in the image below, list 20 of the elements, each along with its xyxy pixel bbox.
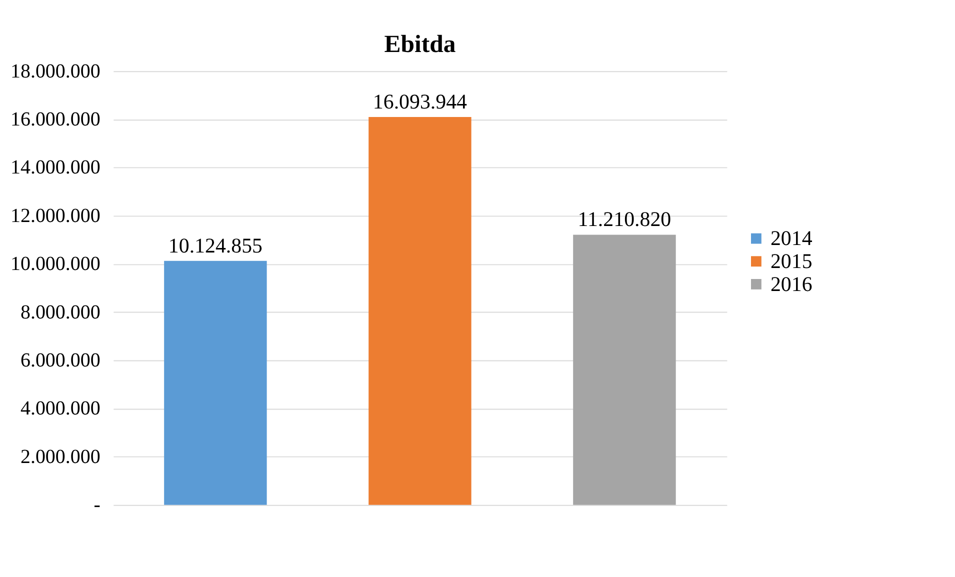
y-tick-label: 14.000.000 [10,156,100,179]
data-label: 10.124.855 [168,233,262,258]
y-tick-label: 16.000.000 [10,108,100,131]
data-label: 16.093.944 [372,89,468,114]
legend-label: 2014 [770,226,813,250]
bar [368,117,472,505]
chart-title: Ebitda [384,31,456,58]
y-tick-label: - [94,494,100,516]
y-tick-label: 12.000.000 [10,204,100,227]
bar [573,234,676,505]
legend-label: 2016 [770,272,812,296]
y-tick-label: 2.000.000 [20,446,100,468]
y-tick-label: 6.000.000 [20,349,100,372]
y-tick-label: 8.000.000 [20,301,100,324]
y-tick-label: 10.000.000 [10,253,100,276]
legend-label: 2015 [770,249,812,274]
y-tick-label: 4.000.000 [20,398,100,420]
y-tick-label: 18.000.000 [10,60,100,82]
bar [164,260,267,505]
data-label: 11.210.820 [578,207,672,232]
